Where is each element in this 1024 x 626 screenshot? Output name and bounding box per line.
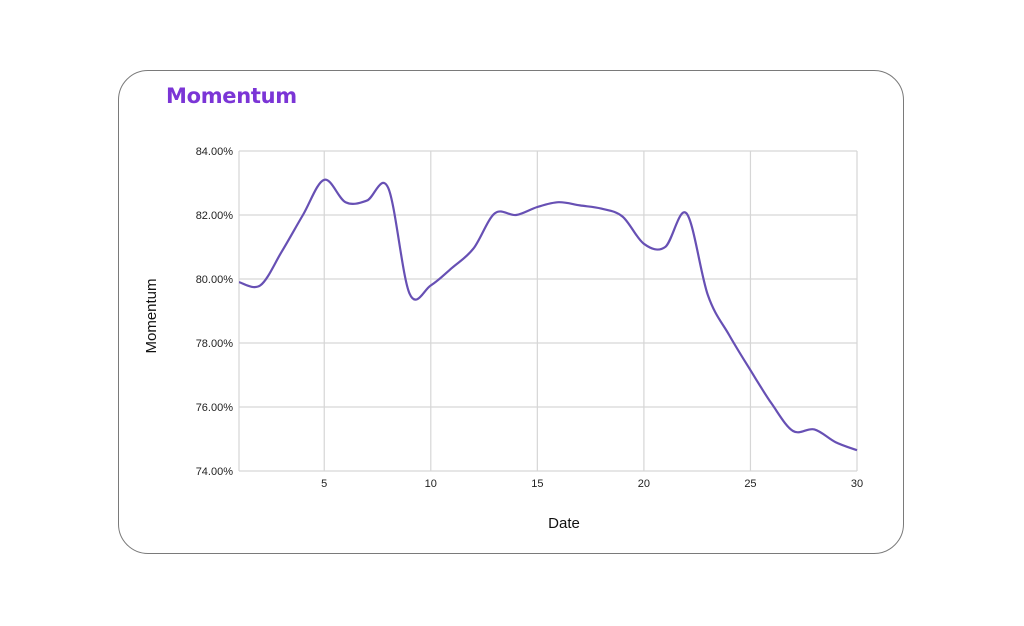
x-tick-label: 10 [425, 478, 437, 490]
x-tick-label: 5 [321, 478, 327, 490]
x-tick-label: 15 [531, 478, 543, 490]
grid [238, 150, 858, 472]
chart-card-title: Momentum [166, 84, 297, 108]
series-line [238, 178, 858, 452]
y-tick-label: 82.00% [196, 210, 234, 222]
y-tick-label: 74.00% [196, 466, 234, 478]
x-axis-label: Date [548, 515, 580, 532]
x-tick-label: 30 [851, 478, 863, 490]
tick-labels: 74.00% 76.00% 78.00% 80.00% 82.00% 84.00% 5 10 1… [196, 146, 863, 490]
y-tick-label: 76.00% [196, 402, 234, 414]
x-tick-label: 25 [744, 478, 756, 490]
y-tick-label: 84.00% [196, 146, 234, 158]
y-axis-label: Momentum [143, 278, 160, 353]
x-tick-label: 20 [638, 478, 650, 490]
y-tick-label: 80.00% [196, 274, 234, 286]
y-tick-label: 78.00% [196, 338, 234, 350]
